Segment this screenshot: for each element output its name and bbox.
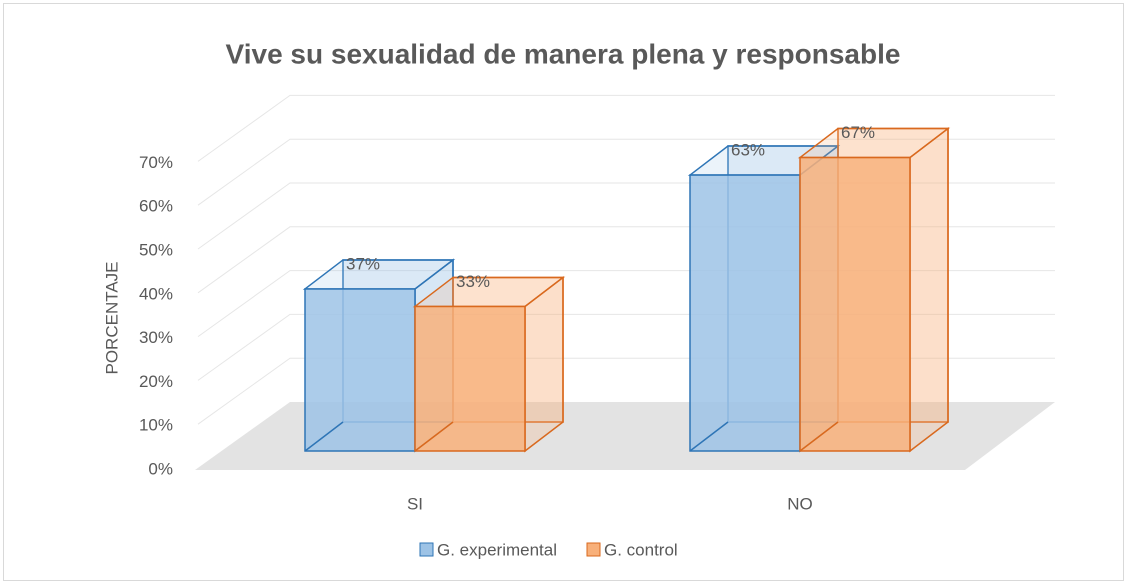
data-label: 63% [731,141,765,160]
bar-front [414,305,526,452]
y-tick-label: 60% [139,197,173,216]
y-tick-label: 20% [139,372,173,391]
x-tick-label: SI [407,494,423,513]
bar-front [689,174,801,452]
grid-line [197,94,1055,162]
bar [797,127,951,453]
y-tick-label: 30% [139,328,173,347]
y-tick-label: 10% [139,416,173,435]
bar-edge [414,421,454,452]
legend-label: G. control [604,540,678,559]
legend-swatch [419,542,434,557]
y-axis-label: PORCENTAJE [102,261,121,374]
y-tick-label: 70% [139,153,173,172]
bar-side [909,127,949,453]
legend-swatch [586,542,601,557]
y-tick-label: 0% [148,459,173,478]
y-tick-label: 50% [139,240,173,259]
bar-edge [799,421,839,452]
data-label: 67% [841,123,875,142]
y-tick-label: 40% [139,284,173,303]
bar-edge [689,421,729,452]
bar-front [304,288,416,452]
data-label: 37% [346,254,380,273]
x-tick-label: NO [787,494,813,513]
data-label: 33% [456,272,490,291]
bar-side [524,275,564,453]
bar-front [799,156,911,452]
bar [412,275,566,453]
bar-edge [304,421,344,452]
grid-line [197,138,1055,206]
chart-title: Vive su sexualidad de manera plena y res… [226,38,901,69]
legend-label: G. experimental [437,540,557,559]
